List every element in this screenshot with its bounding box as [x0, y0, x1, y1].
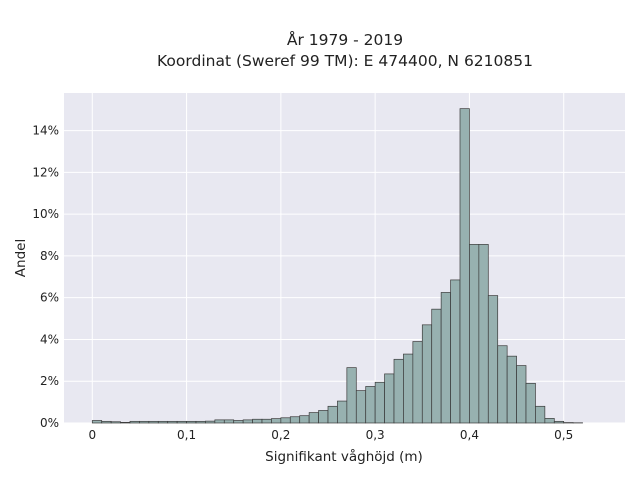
histogram-bar — [176, 420, 187, 424]
histogram-bar — [195, 420, 206, 424]
histogram-bar — [535, 405, 546, 424]
histogram-bar — [478, 244, 489, 424]
grid-lines — [64, 93, 625, 424]
chart-title-line1: År 1979 - 2019 — [287, 30, 403, 49]
histogram-bar — [214, 419, 225, 424]
y-tick-label: 8% — [40, 249, 59, 263]
histogram-bar — [148, 420, 159, 424]
histogram-bar — [223, 419, 235, 424]
histogram-bar — [327, 405, 338, 424]
y-axis-ticks: 0% 2% 4% 6% 8% 10% 12% 14% — [32, 124, 59, 430]
histogram-bar — [186, 420, 197, 424]
histogram-bar — [120, 422, 131, 424]
histogram-bar — [91, 420, 103, 424]
histogram-bar — [157, 420, 169, 424]
histogram-bar — [308, 412, 319, 424]
histogram-bar — [233, 420, 244, 424]
y-tick-label: 6% — [40, 291, 59, 305]
histogram-bar — [280, 417, 291, 424]
plot-area — [64, 93, 625, 423]
histogram-bar — [421, 324, 433, 424]
x-tick-label: 0 — [88, 428, 96, 442]
histogram-bars — [91, 108, 583, 424]
histogram-bar — [544, 418, 555, 424]
chart-title-line2: Koordinat (Sweref 99 TM): E 474400, N 62… — [157, 52, 533, 70]
histogram-bar — [271, 418, 282, 424]
histogram-bar — [553, 420, 565, 424]
x-tick-label: 0,5 — [554, 428, 573, 442]
y-tick-label: 2% — [40, 374, 59, 388]
histogram-bar — [110, 421, 121, 424]
histogram-bar — [393, 358, 404, 424]
y-axis-label: Andel — [13, 239, 29, 277]
y-tick-label: 4% — [40, 332, 59, 346]
histogram-bar — [261, 418, 272, 424]
histogram-bar — [337, 400, 348, 424]
histogram-bar — [440, 292, 451, 424]
histogram-bar — [516, 365, 527, 424]
histogram-bar — [431, 308, 442, 424]
histogram-bar — [506, 355, 517, 424]
y-tick-label: 0% — [40, 416, 59, 430]
histogram-bar — [384, 373, 395, 424]
histogram-bar — [139, 420, 150, 424]
histogram-bar — [346, 367, 357, 424]
histogram-bar — [403, 353, 414, 424]
y-tick-label: 10% — [32, 207, 59, 221]
histogram-bar — [365, 386, 376, 424]
x-axis-ticks: 0 0,1 0,2 0,3 0,4 0,5 — [88, 428, 573, 442]
histogram-bar — [101, 420, 112, 424]
histogram-bar — [252, 418, 263, 424]
histogram-bar — [487, 295, 499, 424]
histogram-bar — [525, 382, 536, 424]
histogram-bar — [374, 381, 385, 424]
y-tick-label: 14% — [32, 124, 59, 138]
histogram-bar — [167, 420, 178, 424]
histogram-bar — [469, 244, 480, 424]
histogram-bar — [412, 341, 423, 424]
x-tick-label: 0,1 — [177, 428, 196, 442]
histogram-bar — [497, 345, 508, 424]
y-tick-label: 12% — [32, 165, 59, 179]
histogram-bar — [205, 420, 216, 424]
x-tick-label: 0,3 — [366, 428, 385, 442]
histogram-bar — [318, 410, 329, 424]
histogram-bar — [289, 416, 301, 424]
histogram-bar — [355, 390, 367, 424]
histogram-bar — [299, 415, 310, 424]
x-axis-label: Signifikant våghöjd (m) — [265, 448, 423, 465]
x-tick-label: 0,4 — [460, 428, 479, 442]
histogram-bar — [459, 108, 470, 424]
histogram-bar — [242, 419, 253, 424]
histogram-bar — [129, 420, 140, 424]
x-tick-label: 0,2 — [271, 428, 290, 442]
histogram-bar — [450, 279, 461, 424]
